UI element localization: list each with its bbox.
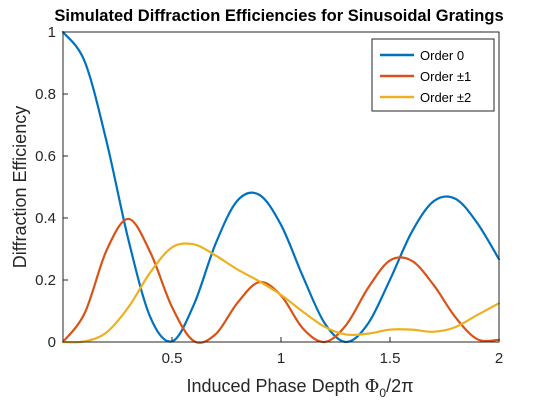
x-tick-label: 0.5	[162, 350, 183, 367]
legend: Order 0 Order ±1 Order ±2	[371, 38, 495, 112]
x-axis-label-symbol: Φ	[365, 376, 380, 397]
x-axis-label-suffix: /2π	[386, 376, 413, 396]
x-tick-label: 1.5	[380, 350, 401, 367]
x-axis-label-text: Induced Phase Depth	[186, 376, 359, 396]
chart-title: Simulated Diffraction Efficiencies for S…	[54, 7, 503, 25]
x-tick-label: 2	[495, 350, 503, 367]
y-tick-label: 0	[48, 334, 56, 351]
legend-label-2: Order ±2	[420, 90, 471, 105]
y-tick-label: 0.4	[35, 210, 56, 227]
y-tick-label: 1	[48, 24, 56, 41]
y-tick-label: 0.8	[35, 86, 56, 103]
series-line-2	[61, 242, 501, 344]
series-line-0	[61, 30, 501, 344]
y-tick-label: 0.2	[35, 272, 56, 289]
x-axis-label-subscript: 0	[379, 386, 386, 400]
ticks-layer: 0.5 1 1.5 2 0 0.2 0.4 0.6 0.8 1	[35, 24, 503, 367]
legend-label-0: Order 0	[420, 48, 464, 63]
legend-label-1: Order ±1	[420, 69, 471, 84]
x-axis-label: Induced Phase Depth Φ0/2π	[186, 376, 413, 400]
series-layer	[61, 30, 501, 344]
y-tick-label: 0.6	[35, 148, 56, 165]
x-tick-label: 1	[277, 350, 285, 367]
y-axis-label: Diffraction Efficiency	[10, 106, 30, 268]
